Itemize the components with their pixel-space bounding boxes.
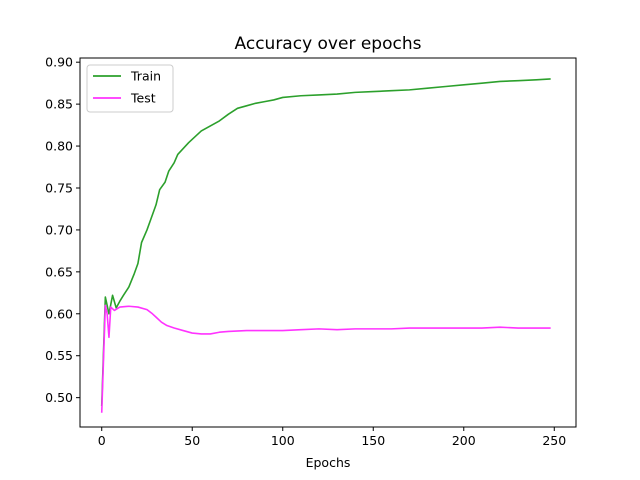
y-tick-label: 0.65: [45, 264, 73, 279]
plot-area: [100, 78, 551, 413]
y-axis: 0.50 0.55 0.60 0.65 0.70 0.75 0.80 0.85 0.90: [45, 55, 80, 405]
y-tick-label: 0.75: [45, 180, 73, 195]
y-tick-label: 0.60: [45, 306, 73, 321]
y-tick-label: 0.50: [45, 390, 73, 405]
y-tick-label: 0.80: [45, 139, 73, 154]
x-tick-label: 100: [271, 433, 295, 448]
x-tick-label: 200: [452, 433, 476, 448]
x-tick-label: 250: [542, 433, 566, 448]
y-tick-label: 0.90: [45, 55, 73, 70]
y-tick-label: 0.85: [45, 97, 73, 112]
x-axis: 0 50 100 150 200 250: [98, 427, 566, 448]
y-tick-label: 0.55: [45, 348, 73, 363]
legend: Train Test: [86, 64, 174, 113]
legend-label-train: Train: [130, 69, 161, 84]
series-line-test: [100, 304, 551, 413]
y-tick-label: 0.70: [45, 222, 73, 237]
legend-label-test: Test: [130, 91, 156, 106]
series-line-train: [100, 78, 551, 407]
x-tick-label: 0: [98, 433, 106, 448]
chart-title: Accuracy over epochs: [235, 34, 422, 54]
x-axis-label: Epochs: [306, 455, 351, 470]
plot-frame: [79, 57, 577, 428]
x-tick-label: 50: [184, 433, 200, 448]
x-tick-label: 150: [361, 433, 385, 448]
